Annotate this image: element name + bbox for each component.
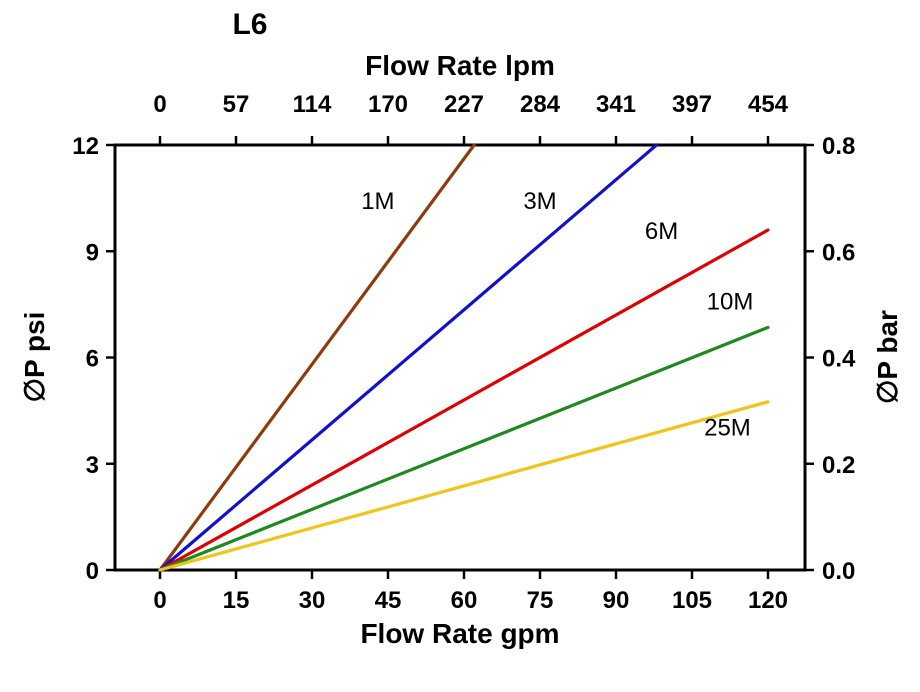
x-axis-tick-label: 105 bbox=[672, 587, 712, 614]
series-label-10M: 10M bbox=[707, 289, 754, 316]
series-line-3M bbox=[158, 143, 659, 572]
top-axis-tick-label: 57 bbox=[223, 91, 250, 118]
x-axis-tick-label: 60 bbox=[451, 587, 478, 614]
right-axis-tick-label: 0.8 bbox=[822, 133, 855, 160]
x-axis-tick-label: 90 bbox=[603, 587, 630, 614]
top-axis-tick-label: 114 bbox=[293, 91, 332, 118]
top-axis-tick-label: 341 bbox=[596, 91, 636, 118]
y-axis-tick-label: 12 bbox=[72, 133, 99, 160]
right-axis-tick-label: 0.0 bbox=[822, 558, 855, 585]
top-axis-tick-label: 284 bbox=[520, 91, 561, 118]
y-axis-tick-label: 3 bbox=[86, 452, 99, 479]
top-axis-tick-label: 454 bbox=[748, 91, 789, 118]
x-axis-tick-label: 75 bbox=[527, 587, 554, 614]
x-axis-tick-label: 30 bbox=[299, 587, 326, 614]
top-axis-tick-label: 397 bbox=[672, 91, 712, 118]
y-axis-tick-label: 6 bbox=[86, 346, 99, 373]
series-line-10M bbox=[158, 325, 770, 572]
y-axis-tick-label: 0 bbox=[86, 558, 99, 585]
top-axis-title: Flow Rate lpm bbox=[365, 50, 555, 81]
x-axis-tick-label: 0 bbox=[153, 587, 166, 614]
top-axis-tick-label: 170 bbox=[368, 91, 408, 118]
series-line-6M bbox=[158, 228, 770, 572]
top-axis-tick-label: 227 bbox=[444, 91, 484, 118]
x-axis-tick-label: 120 bbox=[748, 587, 788, 614]
right-axis-tick-label: 0.6 bbox=[822, 239, 855, 266]
series-line-1M bbox=[158, 143, 476, 572]
x-axis-tick-label: 45 bbox=[375, 587, 402, 614]
series-label-1M: 1M bbox=[361, 188, 394, 215]
chart-title: L6 bbox=[232, 8, 268, 41]
bottom-axis-title: Flow Rate gpm bbox=[360, 618, 560, 649]
x-axis-tick-label: 15 bbox=[223, 587, 250, 614]
y-axis-tick-label: 9 bbox=[86, 239, 99, 266]
series-label-3M: 3M bbox=[523, 188, 556, 215]
plot-border bbox=[113, 143, 807, 572]
series-line-25M bbox=[158, 400, 770, 572]
right-axis-tick-label: 0.2 bbox=[822, 452, 855, 479]
series-label-25M: 25M bbox=[704, 414, 751, 441]
right-axis-tick-label: 0.4 bbox=[822, 346, 856, 373]
top-axis-tick-label: 0 bbox=[153, 91, 166, 118]
series-label-6M: 6M bbox=[645, 218, 678, 245]
